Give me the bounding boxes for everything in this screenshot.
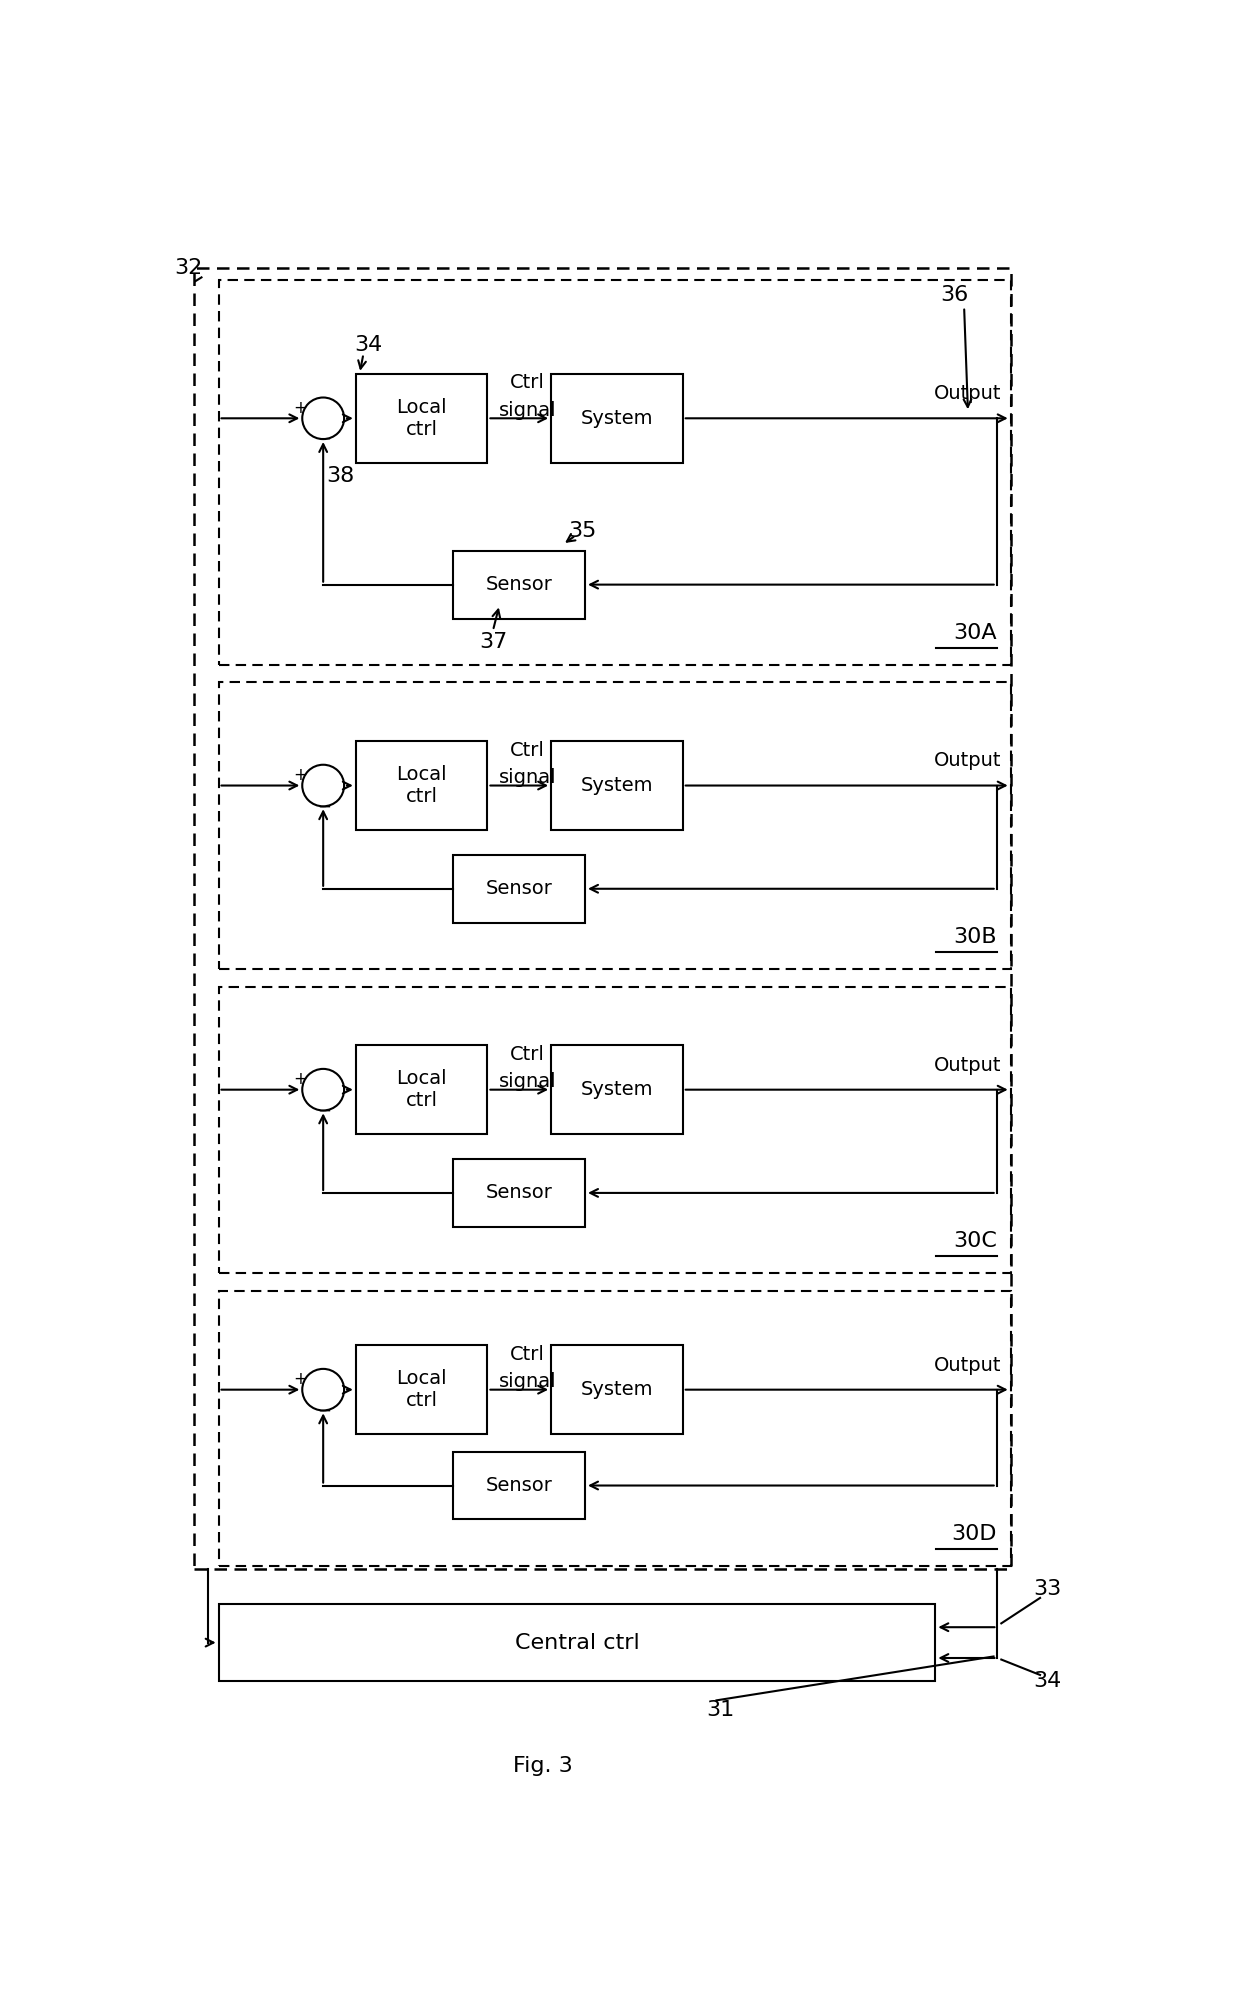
Text: 31: 31 xyxy=(707,1700,734,1721)
Text: 34: 34 xyxy=(1034,1670,1061,1690)
Bar xyxy=(454,1160,585,1226)
Text: System: System xyxy=(580,408,653,428)
Text: 33: 33 xyxy=(1034,1578,1061,1598)
Text: Fig. 3: Fig. 3 xyxy=(512,1757,573,1775)
Bar xyxy=(356,374,487,462)
Bar xyxy=(193,267,1012,1570)
Text: signal: signal xyxy=(498,1373,557,1391)
Text: Ctrl: Ctrl xyxy=(511,374,546,392)
Text: −: − xyxy=(317,798,331,816)
Text: Ctrl: Ctrl xyxy=(511,1045,546,1063)
Text: Sensor: Sensor xyxy=(486,575,553,595)
Text: System: System xyxy=(580,1381,653,1399)
Text: −: − xyxy=(317,1101,331,1120)
Bar xyxy=(356,1345,487,1435)
Text: −: − xyxy=(317,1401,331,1419)
Text: signal: signal xyxy=(498,768,557,788)
Text: Local
ctrl: Local ctrl xyxy=(397,766,446,806)
Text: Local
ctrl: Local ctrl xyxy=(397,398,446,438)
Text: 38: 38 xyxy=(326,466,355,486)
Text: Output: Output xyxy=(934,1055,1002,1075)
Bar xyxy=(454,854,585,923)
Text: +: + xyxy=(293,766,306,784)
Text: Output: Output xyxy=(934,1355,1002,1375)
Text: Local
ctrl: Local ctrl xyxy=(397,1369,446,1411)
Text: 35: 35 xyxy=(568,521,596,541)
Text: 30B: 30B xyxy=(954,927,997,947)
Text: Central ctrl: Central ctrl xyxy=(515,1632,640,1652)
Text: +: + xyxy=(293,398,306,416)
Bar xyxy=(551,1345,683,1435)
Text: 34: 34 xyxy=(353,336,382,356)
Text: 37: 37 xyxy=(479,631,507,651)
Text: Output: Output xyxy=(934,752,1002,770)
Text: Sensor: Sensor xyxy=(486,1475,553,1495)
Text: 30D: 30D xyxy=(951,1524,997,1544)
Bar xyxy=(454,551,585,619)
Bar xyxy=(454,1451,585,1520)
Text: Local
ctrl: Local ctrl xyxy=(397,1069,446,1110)
Text: 30A: 30A xyxy=(954,623,997,643)
Text: Output: Output xyxy=(934,384,1002,404)
Text: 30C: 30C xyxy=(952,1232,997,1252)
Text: Sensor: Sensor xyxy=(486,1184,553,1202)
Bar xyxy=(551,374,683,462)
Bar xyxy=(218,1604,935,1680)
Bar xyxy=(551,742,683,830)
Text: signal: signal xyxy=(498,402,557,420)
Bar xyxy=(218,683,1011,969)
Text: 36: 36 xyxy=(941,285,968,306)
Bar xyxy=(551,1045,683,1134)
Bar xyxy=(218,1290,1011,1566)
Bar xyxy=(356,742,487,830)
Text: +: + xyxy=(293,1069,306,1087)
Text: 32: 32 xyxy=(175,257,202,277)
Text: Ctrl: Ctrl xyxy=(511,1345,546,1363)
Bar xyxy=(356,1045,487,1134)
Text: Sensor: Sensor xyxy=(486,878,553,898)
Bar xyxy=(218,987,1011,1272)
Bar xyxy=(218,279,1011,665)
Text: signal: signal xyxy=(498,1073,557,1091)
Text: System: System xyxy=(580,1079,653,1099)
Text: System: System xyxy=(580,776,653,796)
Text: +: + xyxy=(293,1371,306,1387)
Text: −: − xyxy=(317,430,331,448)
Text: Ctrl: Ctrl xyxy=(511,740,546,760)
